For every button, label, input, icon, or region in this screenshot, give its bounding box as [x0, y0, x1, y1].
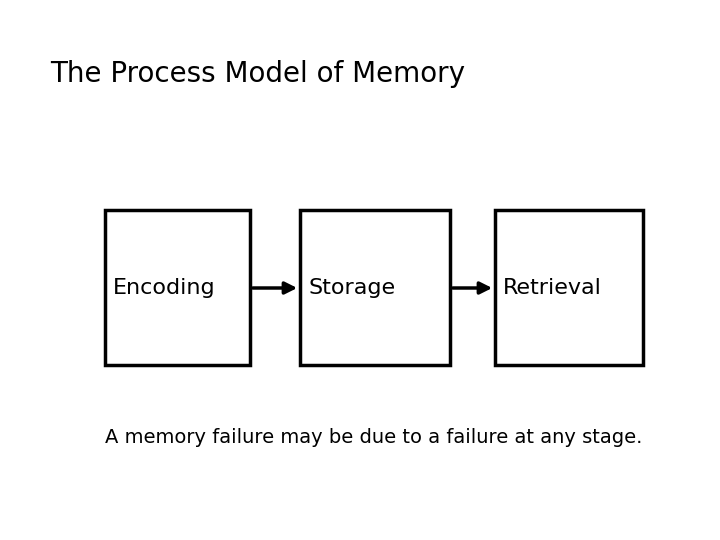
Bar — [300, 210, 450, 365]
Bar — [105, 210, 250, 365]
Text: Retrieval: Retrieval — [503, 278, 602, 298]
Text: The Process Model of Memory: The Process Model of Memory — [50, 60, 465, 88]
Text: Storage: Storage — [308, 278, 395, 298]
Text: A memory failure may be due to a failure at any stage.: A memory failure may be due to a failure… — [105, 428, 642, 447]
Text: Encoding: Encoding — [113, 278, 215, 298]
Bar — [495, 210, 643, 365]
